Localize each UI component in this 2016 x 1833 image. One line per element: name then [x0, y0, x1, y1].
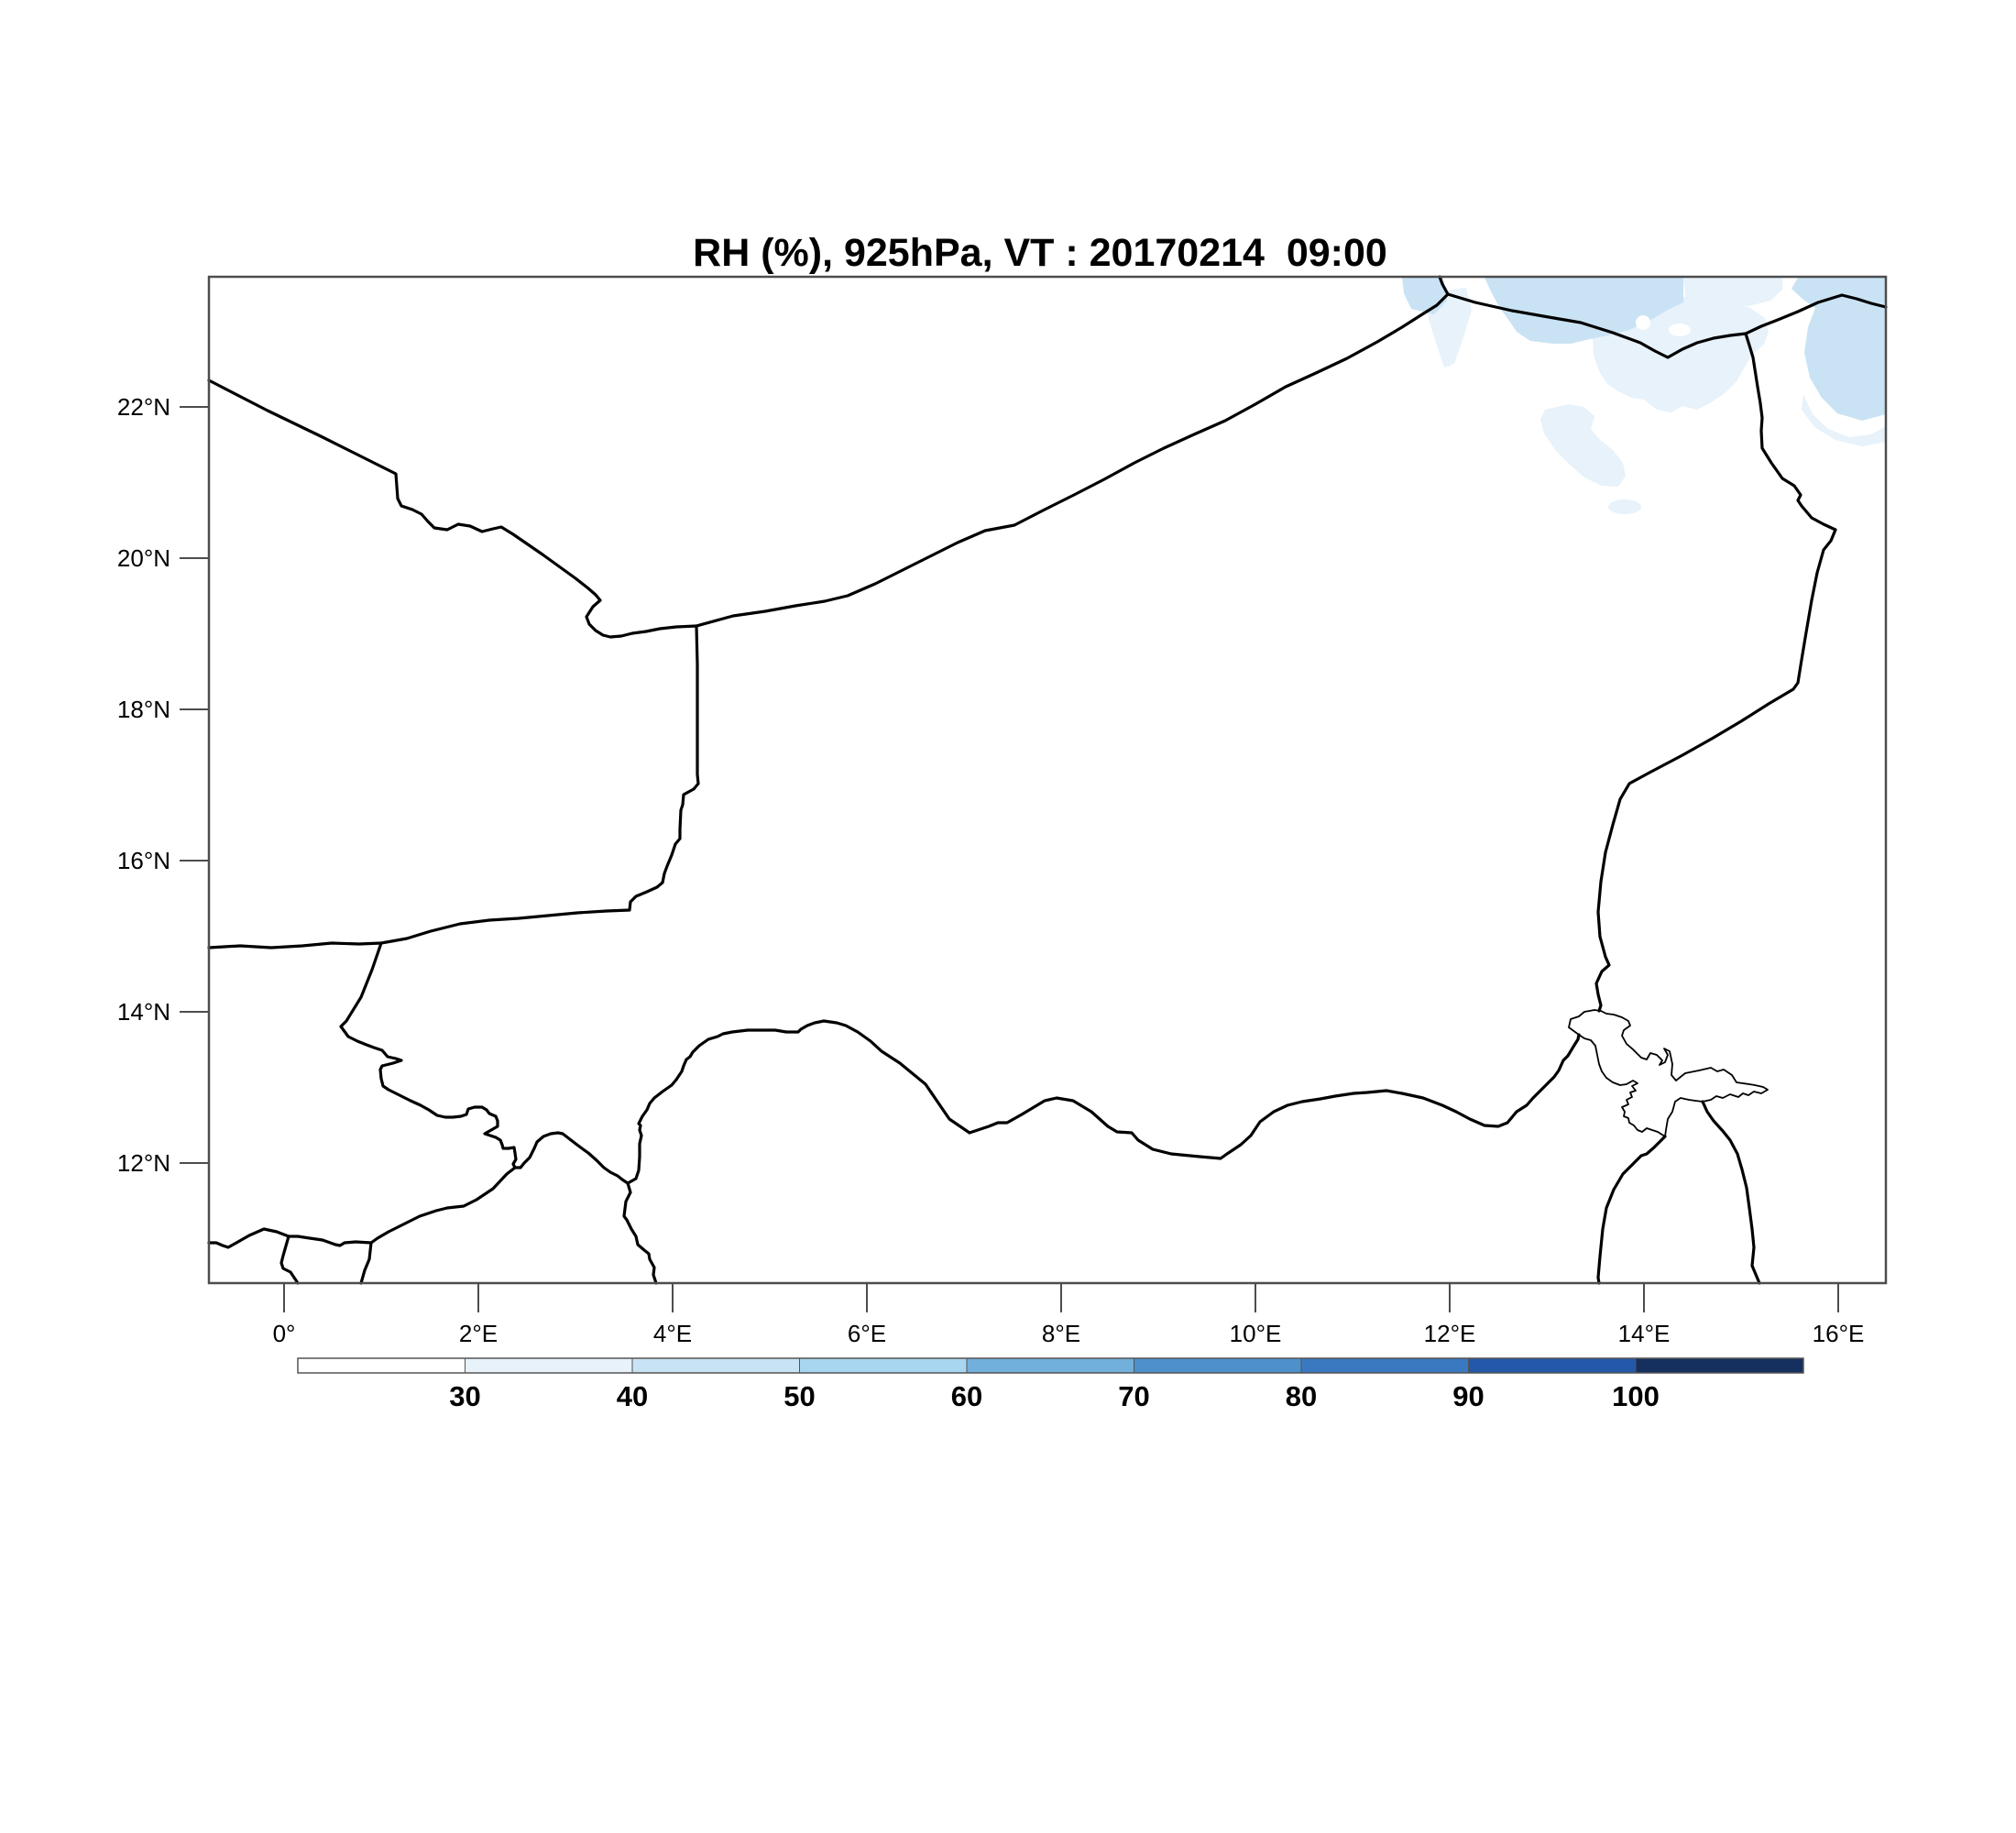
y-tick-label: 14°N	[117, 998, 170, 1026]
y-tick-label: 18°N	[117, 696, 170, 723]
border-algeria-libya-to-frame	[1438, 275, 1450, 296]
x-tick-label: 16°E	[1813, 1320, 1865, 1347]
border-benin-nigeria	[622, 1181, 658, 1285]
border-niger-chad-east	[1594, 332, 1837, 1013]
rh-shade-blob	[1683, 278, 1782, 306]
border-togo-benin	[359, 1241, 373, 1285]
border-mali-algeria	[207, 379, 698, 639]
x-tick-label: 8°E	[1042, 1320, 1080, 1347]
colorbar-segment	[297, 1357, 466, 1374]
border-burkina-ghana	[207, 1227, 290, 1249]
y-axis: 22°N 20°N 18°N 16°N 14°N 12°N	[117, 393, 209, 1177]
y-tick-label: 20°N	[117, 544, 170, 572]
border-niger-nigeria-south	[626, 1019, 1581, 1185]
country-borders	[207, 275, 1888, 1285]
rh-shade-hole	[1669, 324, 1691, 336]
colorbar-label: 30	[449, 1380, 480, 1412]
y-tick-label: 12°N	[117, 1149, 170, 1177]
colorbar-label: 70	[1118, 1380, 1149, 1412]
colorbar-outline	[297, 1357, 1804, 1374]
colorbar: 30 40 50 60 70 80 90 100	[297, 1357, 1804, 1412]
colorbar-segment	[1300, 1357, 1469, 1374]
border-burkina-benin	[369, 1166, 517, 1245]
colorbar-label: 60	[951, 1380, 982, 1412]
colorbar-label: 80	[1286, 1380, 1317, 1412]
x-tick-label: 4°E	[653, 1320, 692, 1347]
x-tick-label: 12°E	[1424, 1320, 1476, 1347]
rh-shade-blob	[1608, 499, 1641, 514]
y-tick-label: 16°N	[117, 847, 170, 874]
colorbar-segment	[631, 1357, 800, 1374]
lake-chad-outline	[1568, 1009, 1769, 1137]
x-axis: 0° 2°E 4°E 6°E 8°E 10°E 12°E 14°E 16°E	[273, 1283, 1865, 1347]
border-burkina-niger	[339, 941, 518, 1169]
rh-shade-blob	[1540, 404, 1626, 487]
colorbar-label: 50	[783, 1380, 815, 1412]
colorbar-segment	[966, 1357, 1134, 1374]
rh-shade-band	[1791, 278, 1886, 421]
y-tick-label: 22°N	[117, 393, 170, 421]
colorbar-segment	[1635, 1357, 1804, 1374]
colorbar-segment	[799, 1357, 968, 1374]
x-tick-label: 0°	[273, 1320, 296, 1347]
border-niger-benin	[513, 1131, 630, 1185]
border-niger-libya	[1446, 292, 1888, 359]
colorbar-label: 90	[1452, 1380, 1484, 1412]
rh-shade-band	[1485, 278, 1683, 344]
x-tick-label: 6°E	[848, 1320, 886, 1347]
x-tick-label: 14°E	[1618, 1320, 1671, 1347]
border-niger-mali-west	[207, 624, 700, 949]
colorbar-segment	[1468, 1357, 1637, 1374]
colorbar-label: 100	[1612, 1380, 1660, 1412]
x-tick-label: 10°E	[1230, 1320, 1282, 1347]
colorbar-label: 40	[617, 1380, 648, 1412]
rh-shade-hole	[1636, 315, 1650, 330]
x-tick-label: 2°E	[459, 1320, 498, 1347]
colorbar-segment	[1134, 1357, 1302, 1374]
border-ghana-togo	[279, 1235, 300, 1285]
rh-shade-blob	[1802, 394, 1886, 446]
plot-title: RH (%), 925hPa, VT : 20170214 09:00	[693, 231, 1387, 275]
border-burkina-togo	[287, 1235, 373, 1247]
border-algeria-niger-diagonal	[695, 292, 1450, 628]
map-frame	[207, 275, 1888, 1285]
border-nigeria-cameroon	[1596, 1135, 1667, 1285]
border-cameroon-chad	[1701, 1100, 1761, 1285]
colorbar-segment	[465, 1357, 633, 1374]
